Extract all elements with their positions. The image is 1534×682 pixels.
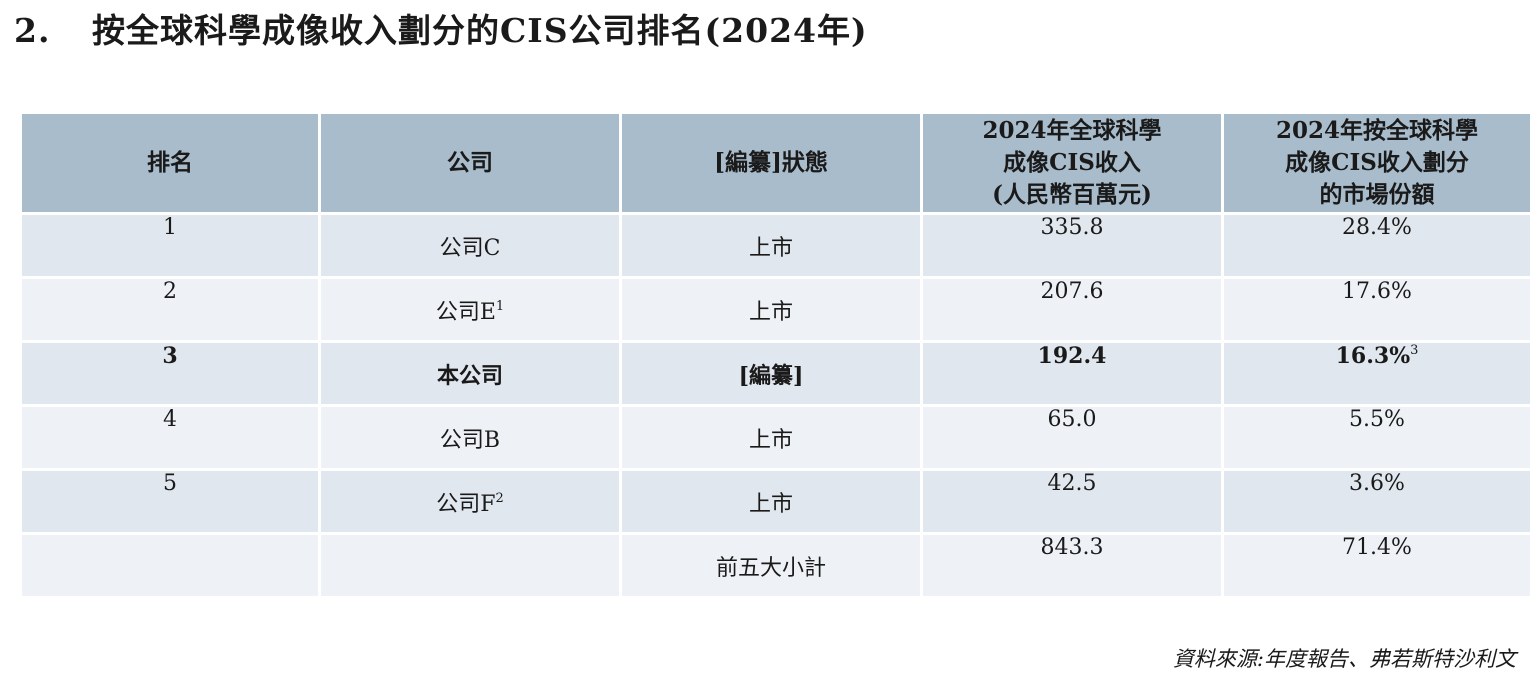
section-number: 2. [14, 11, 51, 50]
rank-cell: 2 [22, 279, 318, 340]
status-cell: 上市 [622, 279, 920, 340]
share-cell: 3.6% [1224, 471, 1530, 532]
revenue-cell: 335.8 [923, 215, 1221, 276]
revenue-cell: 207.6 [923, 279, 1221, 340]
header-row: 排名 公司 [編纂]狀態 2024年全球科學 成像CIS收入 (人民幣百萬元) … [22, 114, 1530, 212]
subtotal-revenue: 843.3 [923, 535, 1221, 596]
revenue-cell: 192.4 [923, 343, 1221, 404]
company-cell: 公司E1 [321, 279, 619, 340]
status-cell: 上市 [622, 407, 920, 468]
rank-cell: 4 [22, 407, 318, 468]
table-row-highlight: 3 本公司 [編纂] 192.4 16.3%3 [22, 343, 1530, 404]
table-row: 1 公司C 上市 335.8 28.4% [22, 215, 1530, 276]
empty-cell [321, 535, 619, 596]
table-row: 5 公司F2 上市 42.5 3.6% [22, 471, 1530, 532]
subtotal-row: 前五大小計 843.3 71.4% [22, 535, 1530, 596]
subtotal-label: 前五大小計 [622, 535, 920, 596]
rank-cell: 3 [22, 343, 318, 404]
status-cell: 上市 [622, 471, 920, 532]
revenue-cell: 65.0 [923, 407, 1221, 468]
source-note: 資料來源:年度報告、弗若斯特沙利文 [1172, 647, 1516, 671]
company-cell: 本公司 [321, 343, 619, 404]
table-row: 4 公司B 上市 65.0 5.5% [22, 407, 1530, 468]
subtotal-share: 71.4% [1224, 535, 1530, 596]
ranking-table: 排名 公司 [編纂]狀態 2024年全球科學 成像CIS收入 (人民幣百萬元) … [19, 111, 1533, 599]
table-row: 2 公司E1 上市 207.6 17.6% [22, 279, 1530, 340]
share-cell: 16.3%3 [1224, 343, 1530, 404]
rank-cell: 1 [22, 215, 318, 276]
share-cell: 28.4% [1224, 215, 1530, 276]
header-company: 公司 [321, 114, 619, 212]
rank-cell: 5 [22, 471, 318, 532]
empty-cell [22, 535, 318, 596]
header-status: [編纂]狀態 [622, 114, 920, 212]
status-cell: 上市 [622, 215, 920, 276]
share-cell: 17.6% [1224, 279, 1530, 340]
header-share: 2024年按全球科學 成像CIS收入劃分 的市場份額 [1224, 114, 1530, 212]
page-title: 2. 按全球科學成像收入劃分的CIS公司排名(2024年) [14, 4, 868, 52]
header-revenue: 2024年全球科學 成像CIS收入 (人民幣百萬元) [923, 114, 1221, 212]
status-cell: [編纂] [622, 343, 920, 404]
company-cell: 公司F2 [321, 471, 619, 532]
share-cell: 5.5% [1224, 407, 1530, 468]
revenue-cell: 42.5 [923, 471, 1221, 532]
header-rank: 排名 [22, 114, 318, 212]
company-cell: 公司B [321, 407, 619, 468]
company-cell: 公司C [321, 215, 619, 276]
section-title: 按全球科學成像收入劃分的CIS公司排名(2024年) [92, 11, 868, 50]
